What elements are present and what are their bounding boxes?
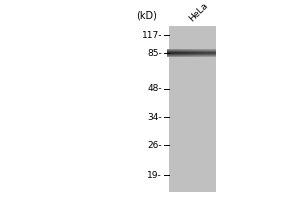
Bar xyxy=(169,49,172,57)
Bar xyxy=(167,52,216,53)
Bar xyxy=(167,53,216,54)
Bar xyxy=(191,49,194,57)
Bar xyxy=(167,54,216,55)
Bar xyxy=(167,49,169,57)
Bar xyxy=(208,49,211,57)
Bar xyxy=(169,26,216,192)
Text: 48-: 48- xyxy=(147,84,162,93)
Bar xyxy=(186,49,189,57)
Bar xyxy=(214,49,216,57)
Bar xyxy=(201,49,204,57)
Bar xyxy=(206,49,208,57)
Text: 117-: 117- xyxy=(142,30,162,40)
Text: 19-: 19- xyxy=(147,170,162,180)
Bar xyxy=(167,56,216,57)
Text: HeLa: HeLa xyxy=(187,0,210,23)
Bar xyxy=(204,49,206,57)
Bar xyxy=(174,49,176,57)
Bar xyxy=(211,49,214,57)
Bar xyxy=(167,50,216,51)
Bar xyxy=(189,49,191,57)
Text: (kD): (kD) xyxy=(136,10,158,20)
Bar xyxy=(194,49,196,57)
Text: 26-: 26- xyxy=(147,140,162,149)
Bar xyxy=(167,49,216,50)
Bar xyxy=(167,51,216,52)
Bar xyxy=(179,49,181,57)
Bar xyxy=(176,49,179,57)
Bar xyxy=(196,49,199,57)
Text: 85-: 85- xyxy=(147,48,162,58)
Bar xyxy=(172,49,174,57)
Bar xyxy=(184,49,186,57)
Text: 34-: 34- xyxy=(147,112,162,121)
Bar xyxy=(167,55,216,56)
Bar xyxy=(182,49,184,57)
Bar xyxy=(199,49,201,57)
